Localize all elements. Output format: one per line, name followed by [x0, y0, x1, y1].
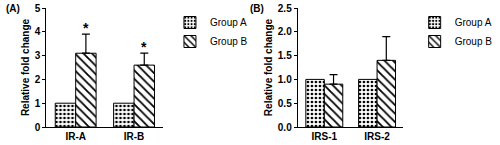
svg-text:1.5: 1.5	[278, 50, 292, 61]
svg-text:3: 3	[35, 50, 41, 61]
svg-text:IRS-1: IRS-1	[312, 131, 338, 142]
svg-text:Group A: Group A	[455, 17, 492, 28]
svg-text:0.0: 0.0	[278, 122, 292, 133]
svg-text:(A): (A)	[6, 3, 20, 14]
svg-text:IR-B: IR-B	[124, 131, 145, 142]
svg-text:*: *	[83, 20, 89, 36]
svg-text:Group B: Group B	[455, 36, 493, 47]
svg-text:Group A: Group A	[210, 17, 247, 28]
svg-text:4: 4	[35, 26, 41, 37]
svg-text:1.0: 1.0	[278, 74, 292, 85]
svg-text:Group B: Group B	[210, 36, 248, 47]
svg-text:(B): (B)	[250, 3, 264, 14]
svg-text:0.5: 0.5	[278, 98, 292, 109]
svg-text:2.0: 2.0	[278, 26, 292, 37]
svg-text:1: 1	[35, 98, 41, 109]
svg-text:0: 0	[35, 122, 41, 133]
svg-text:2: 2	[35, 74, 41, 85]
svg-text:IRS-2: IRS-2	[364, 131, 390, 142]
svg-text:*: *	[141, 39, 147, 55]
svg-text:Relative fold change: Relative fold change	[20, 18, 31, 116]
svg-text:2.5: 2.5	[278, 3, 292, 14]
svg-text:Relative fold change: Relative fold change	[263, 18, 274, 116]
svg-text:IR-A: IR-A	[65, 131, 86, 142]
svg-text:5: 5	[35, 3, 41, 14]
